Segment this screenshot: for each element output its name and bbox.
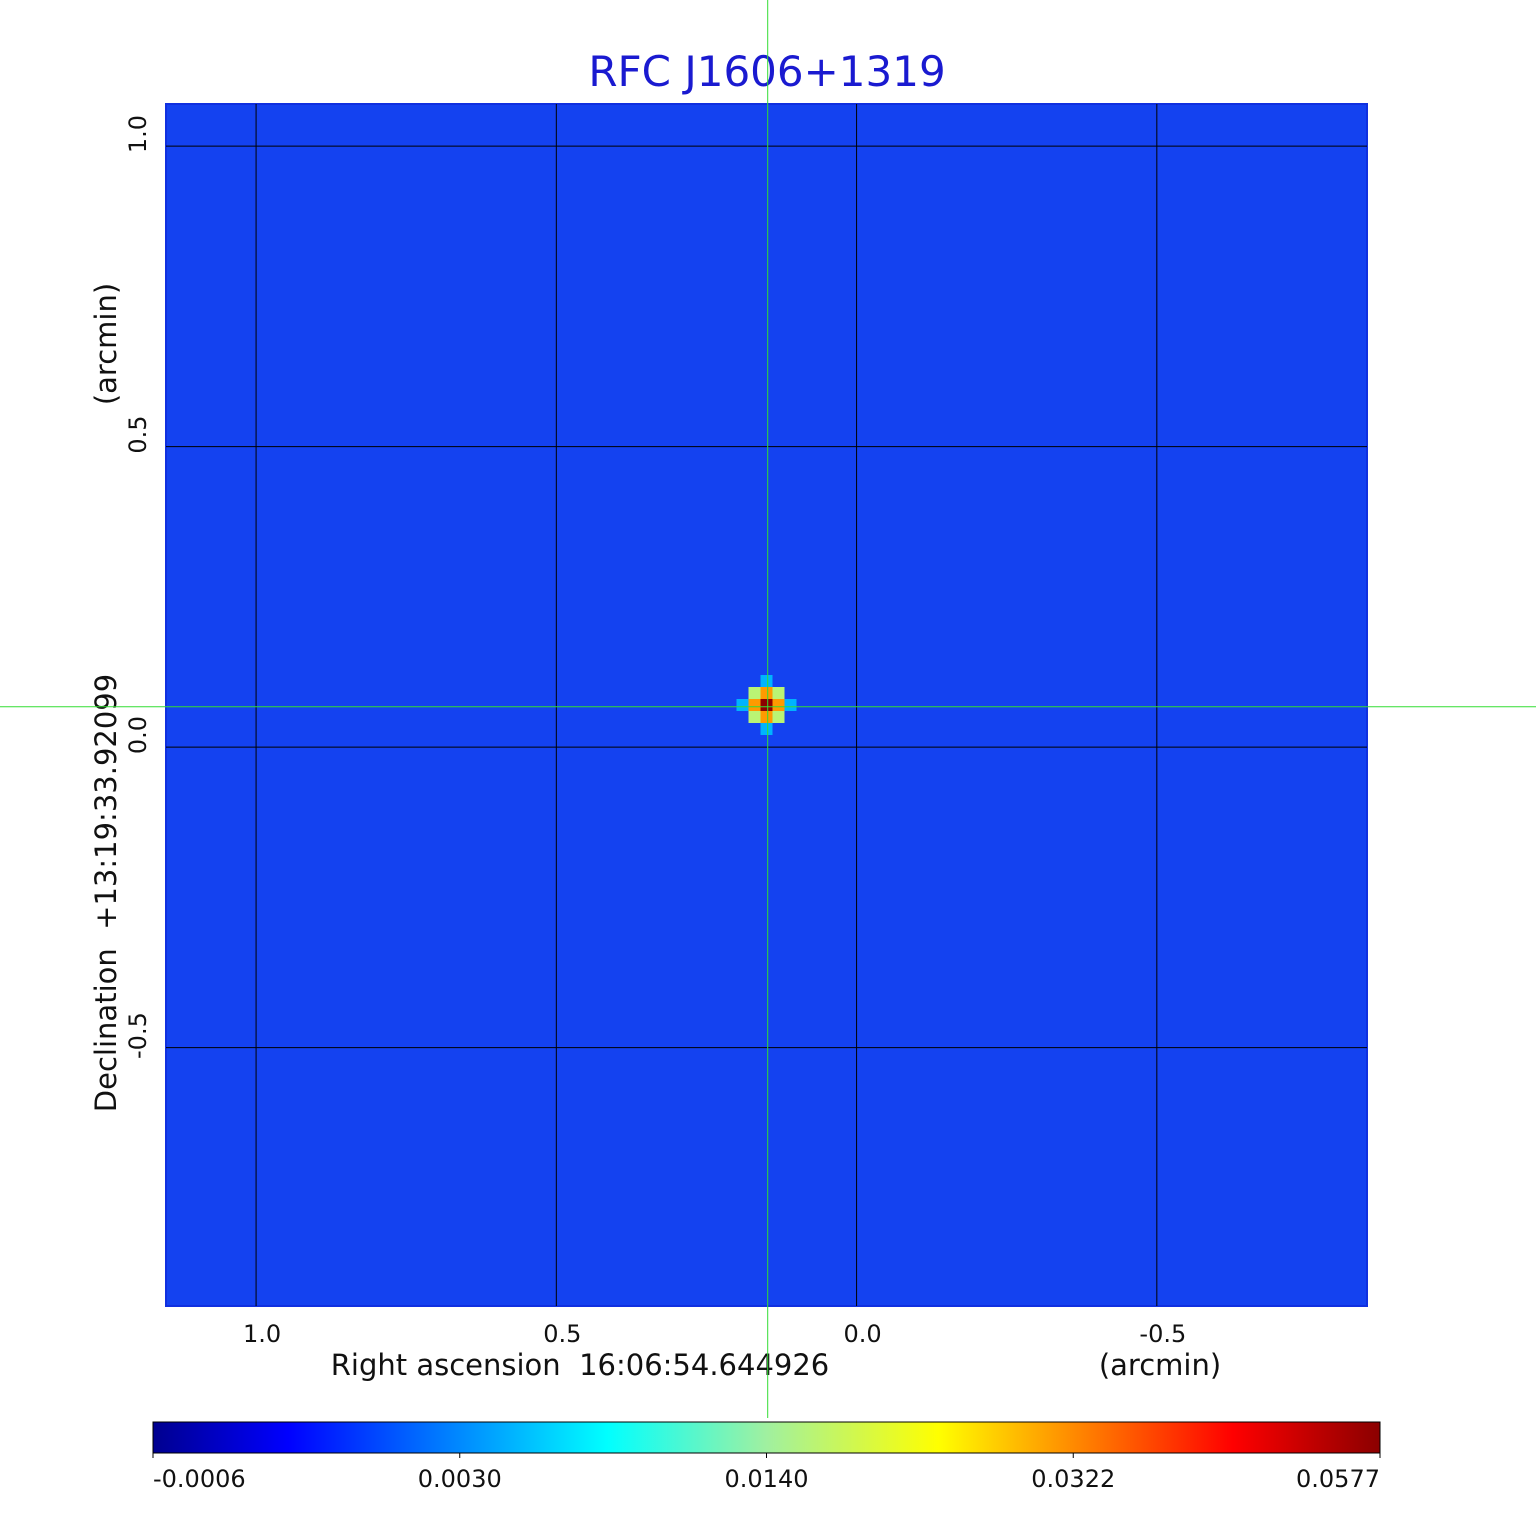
- source-pixel: [748, 687, 761, 699]
- source-pixel: [772, 687, 785, 699]
- x-tick-label: 0.5: [543, 1320, 581, 1348]
- colorbar-tick-label: 0.0140: [725, 1465, 809, 1493]
- y-tick-label: 1.0: [124, 115, 152, 153]
- x-tick-label: 1.0: [243, 1320, 281, 1348]
- x-axis-label: Right ascension 16:06:54.644926: [331, 1348, 830, 1382]
- y-unit-label: (arcmin): [89, 283, 123, 405]
- source-pixel: [760, 723, 773, 735]
- y-tick-label: -0.5: [124, 1012, 152, 1059]
- chart-title: RFC J1606+1319: [588, 47, 945, 96]
- y-axis-label: Declination +13:19:33.92099: [89, 674, 123, 1112]
- colorbar-tick-label: 0.0577: [1296, 1465, 1380, 1493]
- y-tick-label: 0.0: [124, 716, 152, 754]
- x-unit-label: (arcmin): [1099, 1348, 1221, 1382]
- source-pixel: [748, 699, 761, 711]
- source-pixel: [760, 699, 773, 711]
- colorbar: [152, 1421, 1381, 1454]
- source-pixel: [772, 699, 785, 711]
- source-pixel: [760, 711, 773, 723]
- x-tick-label: -0.5: [1139, 1320, 1186, 1348]
- source-pixel: [748, 711, 761, 723]
- source-pixel: [772, 711, 785, 723]
- y-tick-label: 0.5: [124, 415, 152, 453]
- source-pixel: [736, 699, 749, 711]
- colorbar-tick-label: 0.0322: [1031, 1465, 1115, 1493]
- source-pixel: [760, 675, 773, 687]
- source-pixel: [784, 699, 797, 711]
- source-pixel: [760, 687, 773, 699]
- colorbar-tick-label: 0.0030: [418, 1465, 502, 1493]
- x-tick-label: 0.0: [843, 1320, 881, 1348]
- colorbar-tick-label: -0.0006: [153, 1465, 246, 1493]
